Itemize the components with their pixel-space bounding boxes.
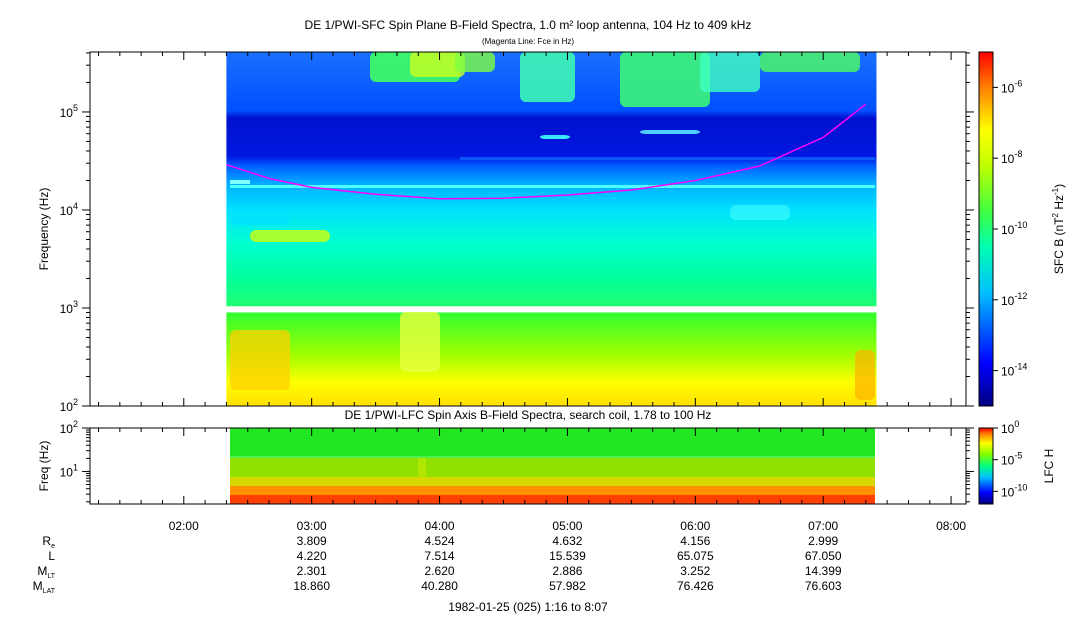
colorbar-tick-label: 10-5 (1001, 451, 1022, 468)
bottom-spectrogram-panel: 101 102 Freq (Hz) (37, 419, 974, 505)
time-tick-label: 04:00 (425, 519, 455, 533)
colorbar-tick-label: 100 (1001, 419, 1019, 436)
ephemeris-value: 4.632 (552, 534, 582, 548)
ephemeris-value: 4.524 (425, 534, 455, 548)
top-spectrogram-image (226, 52, 877, 406)
ephemeris-value: 2.620 (425, 564, 455, 578)
fce-magenta-line (226, 103, 867, 200)
time-tick-label: 08:00 (936, 519, 966, 533)
colorbar-tick-label: 10-8 (1001, 149, 1022, 166)
bottom-panel-title: DE 1/PWI-LFC Spin Axis B-Field Spectra, … (345, 408, 712, 422)
ephemeris-value: 14.399 (805, 564, 842, 578)
top-y-tick-label: 104 (60, 201, 78, 218)
ephemeris-value: 76.603 (805, 579, 842, 593)
ephemeris-value: 7.514 (425, 549, 455, 563)
top-colorbar-label: SFC B (nT2 Hz-1) (1051, 184, 1066, 274)
bottom-y-tick-label: 101 (60, 462, 78, 479)
colorbar-tick-label: 10-10 (1001, 482, 1027, 499)
ephemeris-row-label: MLT (37, 564, 55, 580)
ephemeris-value: 3.809 (297, 534, 327, 548)
ephemeris-value: 40.280 (421, 579, 458, 593)
time-tick-label: 02:00 (169, 519, 199, 533)
ephemeris-value: 18.860 (293, 579, 330, 593)
ephemeris-value: 57.982 (549, 579, 586, 593)
ephemeris-value: 4.156 (680, 534, 710, 548)
time-tick-label: 06:00 (680, 519, 710, 533)
time-range-footer: 1982-01-25 (025) 1:16 to 8:07 (448, 600, 608, 614)
bottom-colorbar-label: LFC H (1042, 449, 1056, 484)
bottom-y-axis-label: Freq (Hz) (37, 441, 51, 492)
ephemeris-value: 67.050 (805, 549, 842, 563)
bottom-spectrogram-image (230, 428, 875, 504)
colorbar-tick-label: 10-10 (1001, 220, 1027, 237)
colorbar-tick-label: 10-12 (1001, 291, 1027, 308)
colorbar-tick-label: 10-6 (1001, 78, 1022, 95)
top-y-axis-label: Frequency (Hz) (37, 188, 51, 271)
ephemeris-value: 76.426 (677, 579, 714, 593)
top-y-tick-label: 105 (60, 103, 78, 120)
time-tick-label: 05:00 (552, 519, 582, 533)
ephemeris-row-label: MLAT (33, 579, 56, 595)
top-panel-subtitle: (Magenta Line: Fce in Hz) (482, 37, 574, 46)
ephemeris-value: 15.539 (549, 549, 586, 563)
time-tick-label: 07:00 (808, 519, 838, 533)
bottom-y-axis: 101 102 (60, 419, 974, 503)
bottom-y-tick-label: 102 (60, 419, 78, 436)
time-axis: 02:00 03:00 04:00 05:00 06:00 07:00 08:00 (98, 52, 966, 533)
ephemeris-value: 3.252 (680, 564, 710, 578)
top-panel-title: DE 1/PWI-SFC Spin Plane B-Field Spectra,… (305, 18, 752, 32)
colorbar-tick-label: 10-14 (1001, 362, 1027, 379)
ephemeris-row-label: L (48, 549, 55, 563)
top-y-tick-label: 102 (60, 397, 78, 414)
top-y-axis: 102 103 104 105 (60, 52, 974, 414)
ephemeris-table: Re 3.809 4.524 4.632 4.156 2.999 L 4.220 7.514 15… (33, 534, 842, 595)
time-tick-label: 03:00 (297, 519, 327, 533)
bottom-colorbar: 100 10-5 10-10 LFC H (978, 419, 1056, 505)
ephemeris-value: 2.301 (297, 564, 327, 578)
ephemeris-value: 2.886 (552, 564, 582, 578)
ephemeris-value: 4.220 (297, 549, 327, 563)
top-colorbar: 10-6 10-8 10-10 10-12 10-14 SFC B (nT2 Hz-1) (978, 51, 1066, 407)
ephemeris-value: 2.999 (808, 534, 838, 548)
top-spectrogram-panel: 102 103 104 105 Frequency (Hz) (37, 51, 974, 414)
top-y-tick-label: 103 (60, 299, 78, 316)
ephemeris-row-label: Re (42, 534, 55, 550)
ephemeris-value: 65.075 (677, 549, 714, 563)
